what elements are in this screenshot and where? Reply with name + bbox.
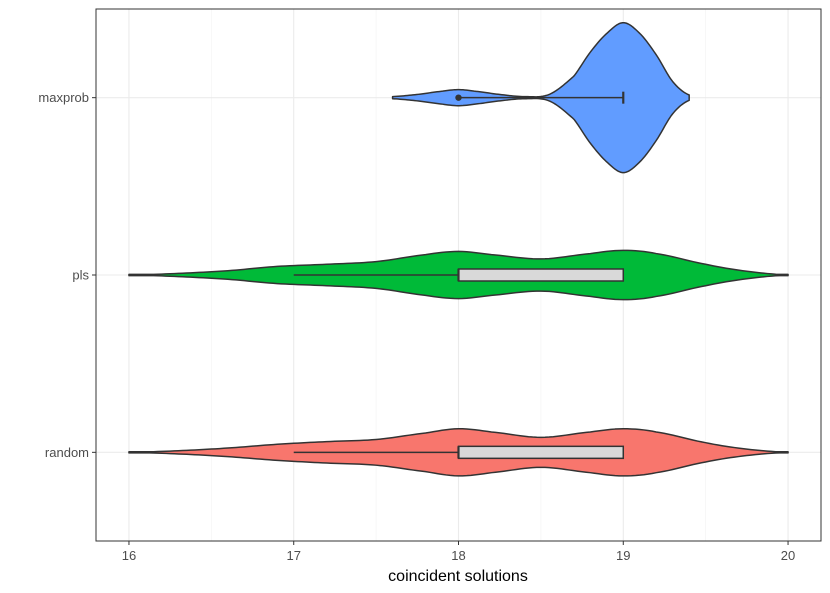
y-tick-label: random: [45, 445, 89, 460]
x-tick-label: 17: [286, 548, 300, 563]
box-random: [457, 445, 625, 460]
x-tick-label: 18: [451, 548, 465, 563]
x-axis-title: coincident solutions: [388, 568, 528, 585]
violins: [128, 21, 789, 477]
x-tick-label: 20: [781, 548, 795, 563]
x-tick-label: 16: [122, 548, 136, 563]
axes: 16 17 18 19 20 random pls maxprob: [38, 90, 795, 563]
y-tick-label: pls: [72, 268, 89, 283]
box-pls: [457, 268, 625, 282]
outlier-maxprob: [455, 94, 462, 101]
y-tick-label: maxprob: [38, 90, 89, 105]
x-tick-label: 19: [616, 548, 630, 563]
